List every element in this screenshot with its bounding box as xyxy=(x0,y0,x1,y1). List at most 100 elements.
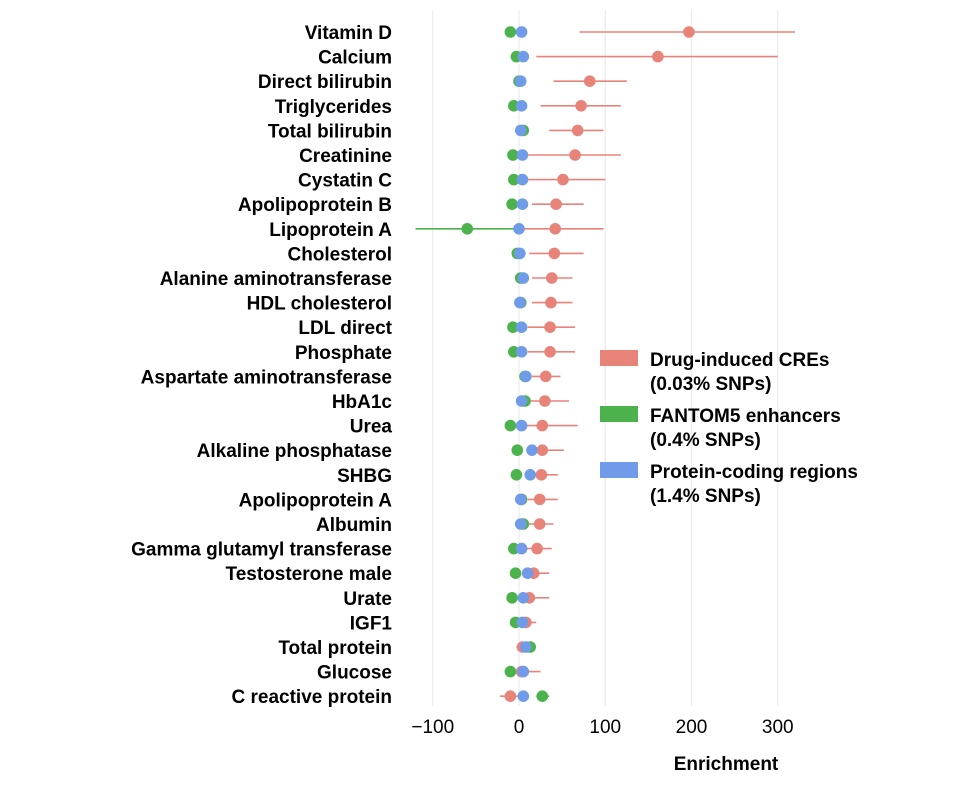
data-point xyxy=(683,26,695,38)
data-point xyxy=(516,198,529,210)
data-point xyxy=(508,173,520,186)
x-axis-ticks: −100 0 100 200 300 xyxy=(411,717,793,738)
data-point xyxy=(515,419,528,432)
trait-label: Testosterone male xyxy=(226,564,392,585)
trait-label: Alkaline phosphatase xyxy=(197,441,392,462)
trait-label: Apolipoprotein A xyxy=(239,490,393,511)
trait-label: Aspartate aminotransferase xyxy=(141,367,392,388)
data-point xyxy=(513,223,525,235)
data-point xyxy=(583,75,596,87)
trait-label: IGF1 xyxy=(350,613,393,634)
data-point xyxy=(531,542,543,555)
data-point xyxy=(569,149,581,161)
x-tick-label: 300 xyxy=(762,717,794,738)
x-tick-label: 100 xyxy=(589,717,621,738)
x-axis-title: Enrichment xyxy=(674,754,779,775)
trait-label: LDL direct xyxy=(298,318,392,339)
data-point xyxy=(514,493,527,506)
data-point xyxy=(514,296,526,309)
data-point xyxy=(520,370,532,383)
trait-label: Urate xyxy=(343,589,392,610)
data-point xyxy=(536,690,549,702)
data-point xyxy=(515,26,528,38)
trait-label: Phosphate xyxy=(295,343,392,364)
data-point xyxy=(514,75,527,87)
data-point xyxy=(507,321,519,334)
data-point xyxy=(526,444,538,457)
data-point xyxy=(545,272,558,284)
data-point xyxy=(515,321,528,334)
legend-label: Protein-coding regions xyxy=(650,462,858,483)
data-point xyxy=(515,542,528,555)
trait-label: HbA1c xyxy=(332,392,393,413)
data-point xyxy=(461,223,474,235)
trait-label: Direct bilirubin xyxy=(258,72,392,93)
data-point xyxy=(515,395,528,407)
data-point xyxy=(511,444,524,457)
data-point xyxy=(539,370,552,383)
data-point xyxy=(517,592,530,604)
data-point xyxy=(504,665,517,678)
data-point xyxy=(517,665,530,678)
data-point xyxy=(521,567,534,579)
data-point xyxy=(514,247,526,260)
trait-label: Glucose xyxy=(317,663,392,684)
data-point xyxy=(557,173,569,186)
data-points xyxy=(461,26,695,702)
data-point xyxy=(504,26,517,38)
data-point xyxy=(571,124,584,137)
trait-label: Triglycerides xyxy=(275,97,392,118)
trait-label: Alanine aminotransferase xyxy=(160,269,392,290)
data-point xyxy=(515,100,528,112)
data-point xyxy=(517,50,530,63)
legend-label: (1.4% SNPs) xyxy=(650,486,761,507)
data-point xyxy=(506,592,518,604)
legend-label: Drug-induced CREs xyxy=(650,350,829,371)
data-point xyxy=(504,690,517,702)
data-point xyxy=(514,518,527,530)
trait-label: Vitamin D xyxy=(305,23,392,44)
data-point xyxy=(517,690,530,702)
trait-label: C reactive protein xyxy=(232,687,393,708)
data-point xyxy=(575,100,587,112)
trait-label: Cystatin C xyxy=(298,171,392,192)
data-point xyxy=(544,346,556,358)
trait-label: Creatinine xyxy=(299,146,392,167)
legend-label: (0.03% SNPs) xyxy=(650,374,771,395)
data-point xyxy=(550,198,562,210)
x-tick-label: −100 xyxy=(411,717,454,738)
trait-label: Apolipoprotein B xyxy=(238,195,392,216)
data-point xyxy=(549,223,562,235)
x-tick-label: 200 xyxy=(676,717,708,738)
trait-label: SHBG xyxy=(337,466,392,487)
trait-label: Calcium xyxy=(318,48,392,69)
data-point xyxy=(539,395,551,407)
legend-swatch xyxy=(600,350,638,366)
trait-label: Total bilirubin xyxy=(268,121,392,142)
data-point xyxy=(507,149,519,161)
data-point xyxy=(544,321,556,334)
trait-label: Gamma glutamyl transferase xyxy=(131,540,392,561)
legend: Drug-induced CREs (0.03% SNPs) FANTOM5 enh… xyxy=(600,350,858,507)
data-point xyxy=(516,173,529,186)
data-point xyxy=(515,346,528,358)
data-point xyxy=(514,124,527,137)
data-point xyxy=(533,518,546,530)
data-point xyxy=(516,616,529,629)
data-point xyxy=(548,247,561,260)
trait-labels: Vitamin D Calcium Direct bilirubin Triglyce… xyxy=(131,23,393,708)
legend-label: FANTOM5 enhancers xyxy=(650,406,841,427)
trait-label: Lipoprotein A xyxy=(269,220,392,241)
data-point xyxy=(520,641,532,653)
data-point xyxy=(506,198,518,210)
data-point xyxy=(545,296,557,309)
trait-label: Albumin xyxy=(316,515,392,536)
data-point xyxy=(536,444,549,457)
data-point xyxy=(524,469,537,481)
data-point xyxy=(535,469,548,481)
data-point xyxy=(509,567,522,579)
data-point xyxy=(504,419,517,432)
legend-swatch xyxy=(600,406,638,422)
data-point xyxy=(510,469,523,481)
